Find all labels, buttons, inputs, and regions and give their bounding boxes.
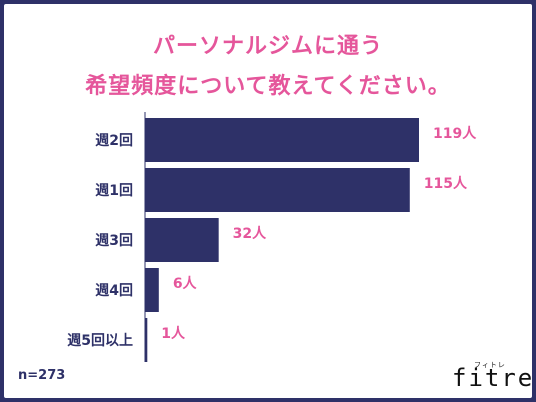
value-label-1: 115人 <box>424 175 468 192</box>
brand-logo: fitre <box>452 364 535 392</box>
logo-kana: フィトレ <box>474 361 506 369</box>
category-label-1: 週1回 <box>95 183 133 199</box>
value-label-0: 119人 <box>433 125 477 142</box>
bar-3 <box>145 268 159 312</box>
chart-title-line1: パーソナルジムに通う <box>152 34 383 59</box>
category-label-3: 週4回 <box>95 283 133 299</box>
category-label-0: 週2回 <box>95 133 133 149</box>
chart-title-line2: 希望頻度について教えてください。 <box>85 74 451 99</box>
value-label-2: 32人 <box>233 225 267 242</box>
bar-0 <box>145 118 419 162</box>
value-label-3: 6人 <box>173 275 198 292</box>
sample-size: n=273 <box>18 368 66 383</box>
value-label-4: 1人 <box>161 325 186 342</box>
bar-1 <box>145 168 410 212</box>
bar-4 <box>145 318 148 362</box>
bar-2 <box>145 218 219 262</box>
category-label-2: 週3回 <box>95 233 133 249</box>
category-label-4: 週5回以上 <box>67 333 133 349</box>
